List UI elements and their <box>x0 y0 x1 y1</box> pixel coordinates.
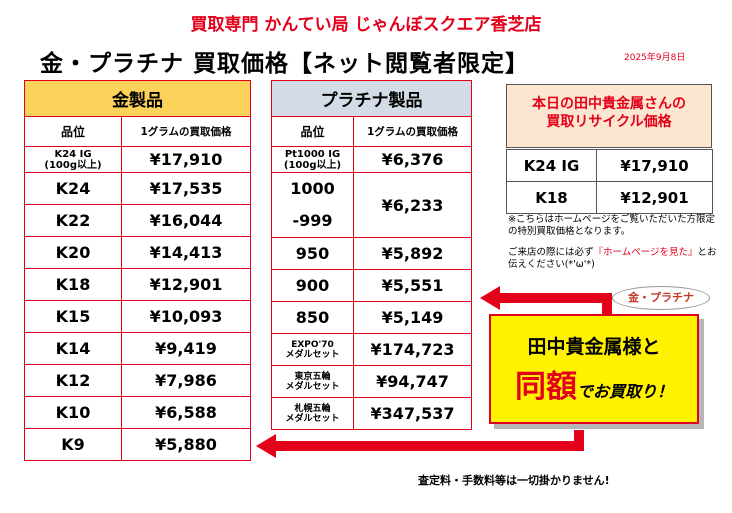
grade-label: K9 <box>24 428 122 461</box>
gold-col-price: 1グラムの買取価格 <box>121 116 251 147</box>
price-value: ¥12,901 <box>596 181 713 214</box>
table-row: EXPO'70 メダルセット ¥174,723 <box>271 333 472 366</box>
table-row: K18 ¥12,901 <box>24 268 251 301</box>
special-price-note: ※こちらはホームページをご覧いただいた方限定の特別買取価格となります。 <box>508 214 715 237</box>
table-row: 1000 -999 ¥6,233 <box>271 172 472 238</box>
table-row: K10 ¥6,588 <box>24 396 251 429</box>
tanaka-title-line1: 本日の田中貴金属さんの <box>532 96 686 112</box>
date-label: 2025年9月8日 <box>624 53 686 63</box>
platinum-col-grade: 品位 <box>271 116 354 147</box>
grade-label: K24 <box>24 172 122 205</box>
grade-label: K24 IG <box>506 149 597 182</box>
price-value: ¥5,551 <box>353 269 472 302</box>
table-row: K18 ¥12,901 <box>506 181 713 214</box>
price-value: ¥16,044 <box>121 204 251 237</box>
tanaka-price-table: K24 IG ¥17,910 K18 ¥12,901 <box>506 149 713 214</box>
grade-label: K20 <box>24 236 122 269</box>
grade-label: 950 <box>271 237 354 270</box>
price-value: ¥7,986 <box>121 364 251 397</box>
promo-big: 同額 <box>514 369 577 405</box>
grade-sub-label: メダルセット <box>285 413 340 424</box>
table-row: 東京五輪 メダルセット ¥94,747 <box>271 365 472 398</box>
promo-line1: 田中貴金属様と <box>527 336 661 358</box>
price-value: ¥14,413 <box>121 236 251 269</box>
tanaka-title-line2: 買取リサイクル価格 <box>546 114 672 130</box>
grade-label: 850 <box>271 301 354 334</box>
price-value: ¥12,901 <box>121 268 251 301</box>
arrow-left-icon <box>256 430 584 458</box>
grade-sub-label: メダルセット <box>285 349 340 360</box>
promo-rest: でお買取り！ <box>576 382 673 401</box>
table-row: Pt1000 IG (100g以上) ¥6,376 <box>271 146 472 173</box>
grade-sub-label: (100g以上) <box>283 159 342 171</box>
price-value: ¥94,747 <box>353 365 472 398</box>
footer-note: 査定料・手数料等は一切掛かりません! <box>418 474 610 487</box>
price-value: ¥6,588 <box>121 396 251 429</box>
table-row: 札幌五輪 メダルセット ¥347,537 <box>271 397 472 430</box>
table-row: K24 IG ¥17,910 <box>506 149 713 182</box>
price-value: ¥5,892 <box>353 237 472 270</box>
grade-label: EXPO'70 <box>291 339 334 350</box>
grade-label: 東京五輪 <box>294 371 331 382</box>
tanaka-price-title: 本日の田中貴金属さんの 買取リサイクル価格 <box>506 84 712 148</box>
table-row: K9 ¥5,880 <box>24 428 251 461</box>
table-row: K24 IG (100g以上) ¥17,910 <box>24 146 251 173</box>
price-value: ¥5,880 <box>121 428 251 461</box>
grade-label: K12 <box>24 364 122 397</box>
table-row: K14 ¥9,419 <box>24 332 251 365</box>
table-row: 900 ¥5,551 <box>271 269 472 302</box>
price-value: ¥9,419 <box>121 332 251 365</box>
grade-label: K18 <box>24 268 122 301</box>
table-row: K12 ¥7,986 <box>24 364 251 397</box>
price-value: ¥10,093 <box>121 300 251 333</box>
table-row: K20 ¥14,413 <box>24 236 251 269</box>
grade-label: K18 <box>506 181 597 214</box>
promo-bubble: 金・プラチナ <box>612 286 710 310</box>
price-value: ¥17,910 <box>121 146 251 173</box>
grade-sub-label: メダルセット <box>285 381 340 392</box>
table-row: 950 ¥5,892 <box>271 237 472 270</box>
grade-label: 1000 <box>290 179 335 198</box>
gold-table-title: 金製品 <box>24 80 251 117</box>
table-row: 850 ¥5,149 <box>271 301 472 334</box>
visit-note: ご来店の際には必ず『ホームページを見た』とお伝えください(*'ω'*) <box>508 247 720 270</box>
price-value: ¥17,910 <box>596 149 713 182</box>
grade-label: K24 IG <box>54 148 92 160</box>
platinum-price-table: プラチナ製品 品位 1グラムの買取価格 Pt1000 IG (100g以上) ¥6… <box>271 80 472 430</box>
grade-label: Pt1000 IG <box>284 148 341 160</box>
platinum-col-price: 1グラムの買取価格 <box>353 116 472 147</box>
table-row: K22 ¥16,044 <box>24 204 251 237</box>
grade-label: K22 <box>24 204 122 237</box>
price-value: ¥6,376 <box>353 146 472 173</box>
store-name: 買取専門 かんてい局 じゃんぼスクエア香芝店 <box>190 15 542 35</box>
price-value: ¥5,149 <box>353 301 472 334</box>
grade-label: K15 <box>24 300 122 333</box>
gold-price-table: 金製品 品位 1グラムの買取価格 K24 IG (100g以上) ¥17,910 … <box>24 80 251 461</box>
price-value: ¥174,723 <box>353 333 472 366</box>
price-value: ¥6,233 <box>353 172 472 238</box>
price-value: ¥347,537 <box>353 397 472 430</box>
table-row: K15 ¥10,093 <box>24 300 251 333</box>
grade-label: K10 <box>24 396 122 429</box>
platinum-table-title: プラチナ製品 <box>271 80 472 117</box>
arrow-left-icon <box>480 286 612 319</box>
grade-sub-label: (100g以上) <box>44 159 102 171</box>
promo-box: 田中貴金属様と 同額でお買取り！ <box>489 314 699 424</box>
grade-label: 900 <box>271 269 354 302</box>
price-value: ¥17,535 <box>121 172 251 205</box>
grade-label: K14 <box>24 332 122 365</box>
visit-note-red: 『ホームページを見た』 <box>593 247 698 258</box>
page-title: 金・プラチナ 買取価格【ネット閲覧者限定】 <box>40 51 530 77</box>
table-row: K24 ¥17,535 <box>24 172 251 205</box>
visit-note-a: ご来店の際には必ず <box>508 247 594 258</box>
grade-sub-label: -999 <box>292 211 333 230</box>
gold-col-grade: 品位 <box>24 116 122 147</box>
grade-label: 札幌五輪 <box>294 403 331 414</box>
visit-note-b: とお伝えください(*'ω'*) <box>508 247 717 270</box>
